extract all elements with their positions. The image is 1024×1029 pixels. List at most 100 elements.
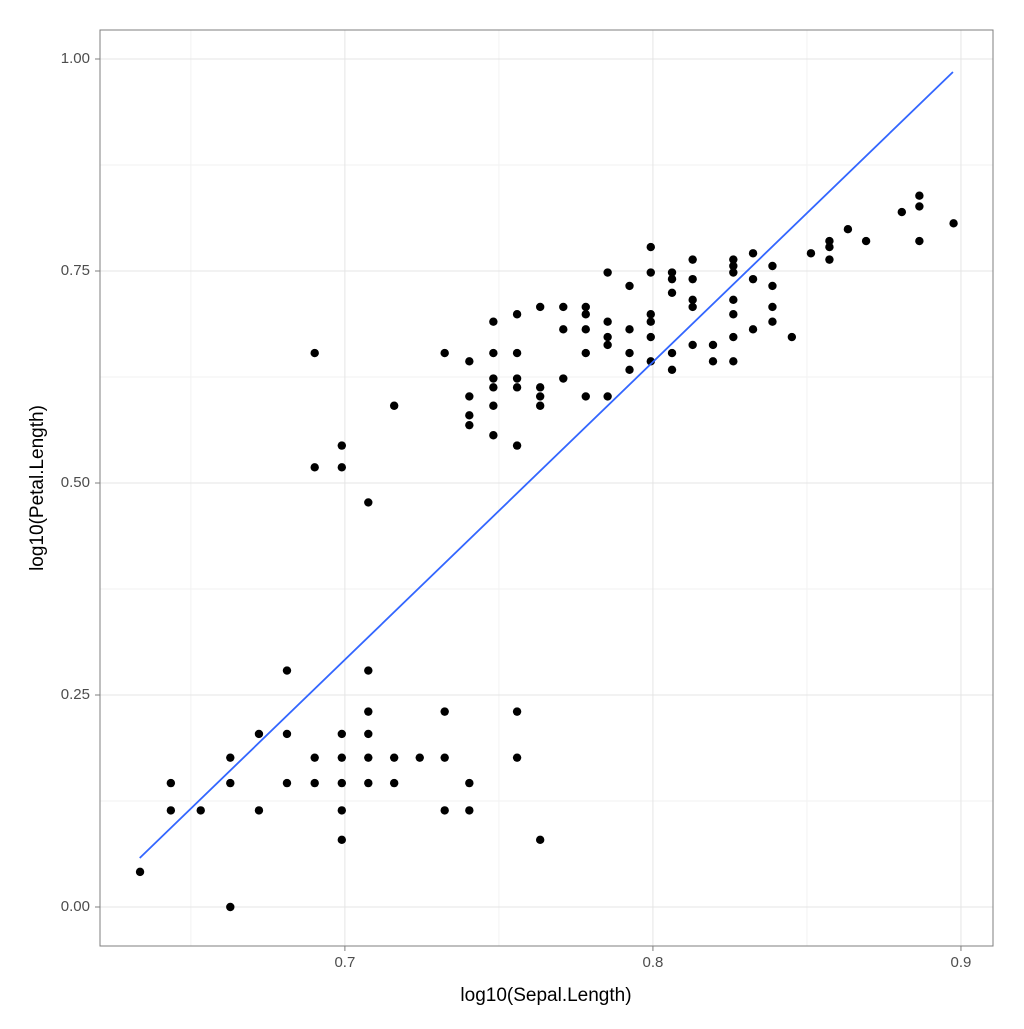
point xyxy=(787,332,797,342)
point xyxy=(465,357,474,366)
point xyxy=(389,401,399,410)
point xyxy=(625,365,634,374)
point xyxy=(465,806,474,815)
y-tick-label: 0.25 xyxy=(61,686,90,703)
point xyxy=(465,411,474,420)
point xyxy=(603,332,612,342)
panel-border xyxy=(99,29,994,947)
point xyxy=(667,365,677,374)
panel xyxy=(100,30,993,946)
point xyxy=(226,753,235,762)
point xyxy=(196,806,205,815)
point xyxy=(825,236,834,246)
point xyxy=(949,219,958,228)
point xyxy=(337,463,347,472)
point xyxy=(440,806,449,815)
point xyxy=(465,392,474,401)
point xyxy=(688,302,697,312)
x-axis-title: log10(Sepal.Length) xyxy=(460,985,631,1006)
y-axis-title: log10(Petal.Length) xyxy=(27,405,48,571)
point xyxy=(748,325,758,334)
point xyxy=(667,268,677,277)
point xyxy=(825,255,834,264)
point xyxy=(535,383,545,392)
point xyxy=(729,295,738,305)
point xyxy=(415,753,424,762)
point xyxy=(364,729,373,739)
point xyxy=(708,357,718,366)
point xyxy=(465,420,474,430)
point xyxy=(364,498,373,507)
point xyxy=(748,249,758,258)
point xyxy=(688,274,697,284)
point xyxy=(389,778,399,788)
point xyxy=(646,310,655,319)
point xyxy=(166,778,176,788)
point xyxy=(282,666,292,675)
point xyxy=(489,401,498,410)
point xyxy=(310,778,319,788)
point xyxy=(364,753,373,762)
point xyxy=(337,729,347,739)
point xyxy=(603,392,612,401)
point xyxy=(512,753,522,762)
point xyxy=(581,348,590,358)
point xyxy=(489,431,498,440)
point xyxy=(310,753,319,762)
point xyxy=(581,310,590,319)
point xyxy=(915,202,924,211)
point xyxy=(512,441,522,450)
point xyxy=(337,835,347,845)
point xyxy=(364,666,373,675)
point xyxy=(729,268,738,277)
point xyxy=(646,242,655,252)
y-tick-label: 0.50 xyxy=(61,474,90,491)
point xyxy=(254,806,264,815)
point xyxy=(282,729,292,739)
point xyxy=(310,348,319,358)
point xyxy=(559,374,568,383)
point xyxy=(465,778,474,788)
y-tick-label: 1.00 xyxy=(61,50,90,67)
point xyxy=(440,348,449,358)
point xyxy=(337,753,347,762)
point xyxy=(843,224,853,234)
point xyxy=(581,302,590,312)
point xyxy=(337,778,347,788)
point xyxy=(688,340,697,350)
point xyxy=(625,281,634,291)
point xyxy=(729,255,738,264)
point xyxy=(535,835,545,845)
point xyxy=(667,288,677,297)
point xyxy=(389,753,399,762)
point xyxy=(364,778,373,788)
point xyxy=(364,707,373,716)
point xyxy=(512,310,522,319)
point xyxy=(625,348,634,358)
point xyxy=(581,392,590,401)
point xyxy=(581,325,590,334)
point xyxy=(440,707,449,716)
point xyxy=(667,274,677,284)
point xyxy=(489,374,498,383)
y-tick-label: 0.00 xyxy=(61,898,90,915)
point xyxy=(310,463,319,472)
point xyxy=(861,236,871,246)
x-tick-label: 0.9 xyxy=(951,954,972,971)
point xyxy=(825,242,834,252)
point xyxy=(915,191,924,200)
point xyxy=(337,441,347,450)
point xyxy=(226,902,235,912)
point xyxy=(512,383,522,392)
point xyxy=(559,325,568,334)
point xyxy=(512,707,522,716)
point xyxy=(768,317,777,326)
point xyxy=(708,340,718,350)
grid xyxy=(100,30,993,946)
point xyxy=(282,778,292,788)
point xyxy=(440,753,449,762)
point xyxy=(603,317,612,326)
point xyxy=(729,357,738,366)
point xyxy=(489,383,498,392)
